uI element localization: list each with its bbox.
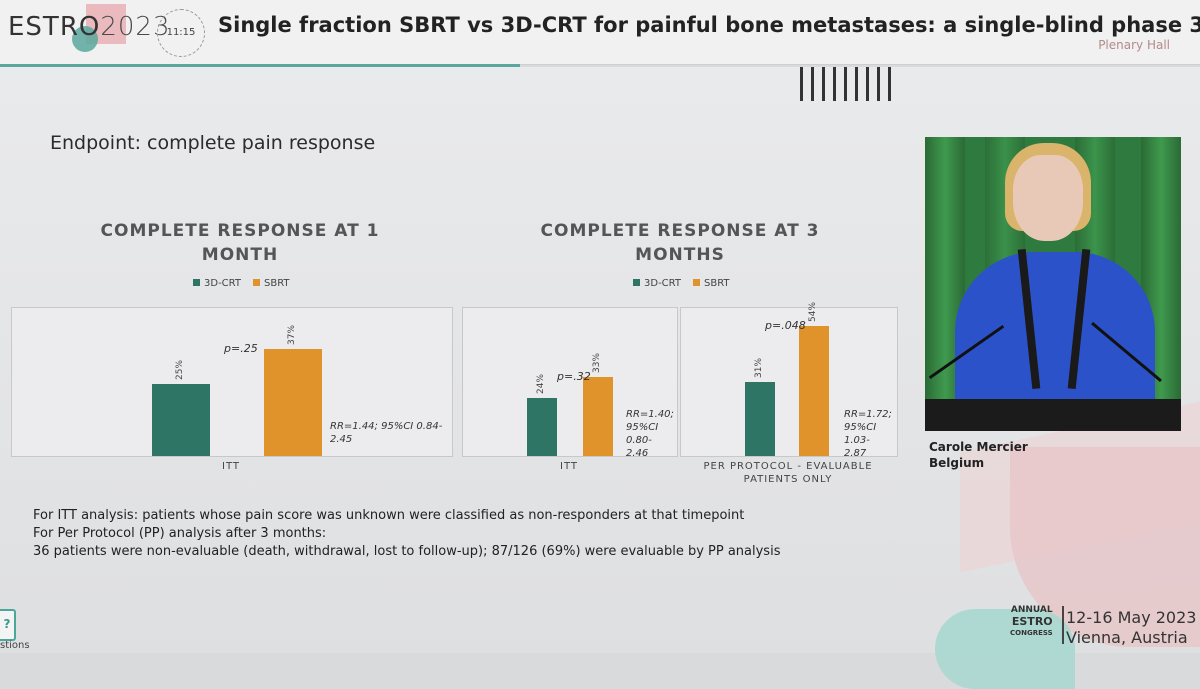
room-label: Plenary Hall bbox=[1098, 38, 1170, 52]
rr-line: RR=1.40; bbox=[626, 409, 674, 420]
rr-line: 2.87 bbox=[844, 448, 867, 459]
speaker-name: Carole Mercier bbox=[929, 440, 1028, 454]
data-label: 54% bbox=[808, 301, 818, 322]
speaker-video bbox=[925, 137, 1181, 431]
chart-title-line: MONTHS bbox=[635, 245, 725, 265]
congress-line: ESTRO bbox=[1011, 615, 1053, 628]
slide-heading: Endpoint: complete pain response bbox=[50, 132, 376, 154]
category-label: ITT bbox=[222, 461, 240, 472]
category-label: ITT bbox=[560, 461, 578, 472]
bar-sbrt bbox=[264, 349, 322, 456]
rr-line: 95%CI 1.03- bbox=[844, 422, 877, 446]
bar-3dcrt bbox=[152, 384, 210, 456]
legend-item-3dcrt: 3D-CRT bbox=[633, 278, 681, 289]
questions-icon[interactable]: ? bbox=[0, 609, 16, 641]
speaker-country: Belgium bbox=[929, 456, 985, 470]
congress-logo: ANNUAL ESTRO CONGRESS bbox=[1010, 605, 1053, 638]
slide-notes: For ITT analysis: patients whose pain sc… bbox=[33, 507, 780, 561]
congress-line: ANNUAL bbox=[1010, 605, 1053, 615]
session-title: Single fraction SBRT vs 3D-CRT for painf… bbox=[218, 13, 1200, 37]
category-label: PER PROTOCOL - EVALUABLE PATIENTS ONLY bbox=[680, 460, 896, 486]
rr-line: 2.46 bbox=[626, 448, 649, 459]
rr-ci-annotation: RR=1.72; 95%CI 1.03- 2.87 bbox=[844, 408, 897, 460]
congress-dates: 12-16 May 2023 Vienna, Austria bbox=[1066, 608, 1196, 648]
questions-label[interactable]: stions bbox=[0, 640, 30, 651]
data-label: 24% bbox=[536, 373, 546, 394]
legend-label: SBRT bbox=[703, 278, 730, 289]
chart-legend: 3D-CRT SBRT bbox=[193, 278, 290, 289]
chart-3-months-pp: 31% 54% p=.048 RR=1.72; 95%CI 1.03- 2.87 bbox=[680, 302, 898, 460]
category-label-line: PER PROTOCOL - EVALUABLE bbox=[703, 461, 873, 472]
chart-title-line: COMPLETE RESPONSE AT 1 bbox=[100, 221, 380, 241]
chart-title-3-months: COMPLETE RESPONSE AT 3 MONTHS bbox=[500, 219, 860, 267]
congress-location: Vienna, Austria bbox=[1066, 628, 1188, 647]
legend-item-sbrt: SBRT bbox=[692, 278, 730, 289]
session-clock: 11:15 bbox=[157, 9, 205, 57]
chart-1-month-itt: 25% 37% p=.25 RR=1.44; 95%CI 0.84- 2.45 bbox=[11, 307, 453, 457]
chart-title-line: MONTH bbox=[201, 245, 279, 265]
legend-item-sbrt: SBRT bbox=[252, 278, 290, 289]
data-label: 33% bbox=[592, 352, 602, 373]
congress-date-text: 12-16 May 2023 bbox=[1066, 608, 1197, 627]
note-line: For Per Protocol (PP) analysis after 3 m… bbox=[33, 526, 327, 541]
logo-circle-decoration bbox=[72, 26, 98, 52]
data-label: 37% bbox=[287, 324, 297, 345]
legend-label: 3D-CRT bbox=[204, 278, 241, 289]
footer-divider bbox=[1062, 606, 1064, 644]
legend-label: 3D-CRT bbox=[644, 278, 681, 289]
slide-stripes-decoration bbox=[800, 67, 891, 101]
bar-sbrt bbox=[799, 326, 829, 456]
logo-text: ESTRO bbox=[8, 12, 101, 42]
legend-label: SBRT bbox=[263, 278, 290, 289]
data-label: 25% bbox=[175, 359, 185, 380]
rr-ci-annotation: RR=1.40; 95%CI 0.80- 2.46 bbox=[626, 408, 677, 460]
congress-line: CONGRESS bbox=[1010, 629, 1053, 637]
p-value: p=.048 bbox=[765, 319, 806, 332]
speaker-caption: Carole Mercier Belgium bbox=[929, 439, 1028, 471]
data-label: 31% bbox=[754, 357, 764, 378]
chart-title-line: COMPLETE RESPONSE AT 3 bbox=[540, 221, 820, 241]
rr-line: RR=1.72; bbox=[844, 409, 892, 420]
bar-3dcrt bbox=[745, 382, 775, 456]
session-header: ESTRO2023 11:15 Single fraction SBRT vs … bbox=[0, 0, 1200, 65]
podium bbox=[925, 399, 1181, 431]
chart-title-1-month: COMPLETE RESPONSE AT 1 MONTH bbox=[60, 219, 420, 267]
rr-line: RR=1.44; 95%CI 0.84- bbox=[330, 421, 443, 432]
chart-legend: 3D-CRT SBRT bbox=[633, 278, 730, 289]
rr-line: 95%CI 0.80- bbox=[626, 422, 659, 446]
category-label-line: PATIENTS ONLY bbox=[743, 474, 833, 485]
presentation-slide: Endpoint: complete pain response COMPLET… bbox=[0, 67, 1200, 689]
note-line: For ITT analysis: patients whose pain sc… bbox=[33, 508, 745, 523]
p-value: p=.25 bbox=[224, 342, 258, 355]
legend-item-3dcrt: 3D-CRT bbox=[193, 278, 241, 289]
slide-decoration bbox=[935, 609, 1075, 689]
header-accent-line bbox=[0, 64, 520, 67]
note-line: 36 patients were non-evaluable (death, w… bbox=[33, 544, 781, 559]
chart-3-months-itt: 24% 33% p=.32 RR=1.40; 95%CI 0.80- 2.46 bbox=[462, 307, 678, 460]
p-value: p=.32 bbox=[557, 370, 591, 383]
bar-3dcrt bbox=[527, 398, 557, 456]
bar-sbrt bbox=[583, 377, 613, 456]
estro-logo: ESTRO2023 bbox=[8, 12, 171, 42]
rr-line: 2.45 bbox=[330, 434, 353, 445]
rr-ci-annotation: RR=1.44; 95%CI 0.84- 2.45 bbox=[330, 420, 442, 446]
